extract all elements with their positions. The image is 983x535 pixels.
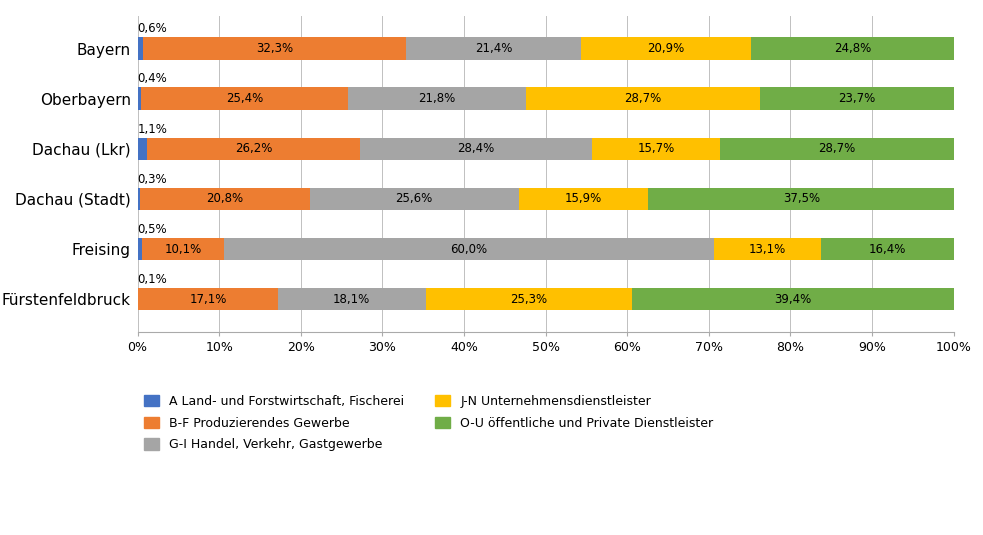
Bar (592, 137, 721, 160)
Text: 0,4%: 0,4% (138, 72, 167, 86)
Bar (138, 188, 140, 210)
Text: 32,3%: 32,3% (256, 42, 293, 55)
Text: 20,8%: 20,8% (206, 193, 244, 205)
Bar (278, 288, 426, 310)
Bar (138, 87, 141, 110)
Bar (519, 188, 649, 210)
Text: 0,5%: 0,5% (138, 223, 167, 236)
Bar (721, 137, 954, 160)
Bar (581, 37, 751, 60)
Text: 25,6%: 25,6% (395, 193, 433, 205)
Text: 60,0%: 60,0% (450, 242, 488, 256)
Text: 21,4%: 21,4% (475, 42, 512, 55)
Bar (406, 37, 581, 60)
Text: 24,8%: 24,8% (834, 42, 871, 55)
Text: 23,7%: 23,7% (838, 92, 876, 105)
Text: 17,1%: 17,1% (190, 293, 227, 305)
Text: 25,3%: 25,3% (510, 293, 548, 305)
Text: 1,1%: 1,1% (138, 123, 167, 135)
Text: 39,4%: 39,4% (775, 293, 811, 305)
Bar (348, 87, 526, 110)
Text: 0,6%: 0,6% (138, 22, 167, 35)
Text: 28,7%: 28,7% (624, 92, 662, 105)
Bar (426, 288, 632, 310)
Bar (821, 238, 954, 261)
Bar (361, 137, 592, 160)
Bar (139, 288, 278, 310)
Text: 15,9%: 15,9% (565, 193, 603, 205)
Bar (714, 238, 821, 261)
Bar (526, 87, 760, 110)
Text: 21,8%: 21,8% (419, 92, 456, 105)
Bar (142, 238, 224, 261)
Bar (138, 37, 143, 60)
Bar (143, 37, 406, 60)
Text: 37,5%: 37,5% (782, 193, 820, 205)
Bar (751, 37, 954, 60)
Text: 0,1%: 0,1% (138, 273, 167, 286)
Text: 28,7%: 28,7% (819, 142, 856, 155)
Bar (224, 238, 714, 261)
Bar (138, 137, 146, 160)
Text: 16,4%: 16,4% (869, 242, 906, 256)
Text: 28,4%: 28,4% (458, 142, 494, 155)
Bar (760, 87, 954, 110)
Text: 18,1%: 18,1% (333, 293, 371, 305)
Bar (138, 238, 142, 261)
Text: 0,3%: 0,3% (138, 173, 167, 186)
Legend: A Land- und Forstwirtschaft, Fischerei, B-F Produzierendes Gewerbe, G-I Handel, : A Land- und Forstwirtschaft, Fischerei, … (144, 395, 714, 451)
Text: 10,1%: 10,1% (164, 242, 202, 256)
Bar (140, 188, 310, 210)
Text: 25,4%: 25,4% (226, 92, 263, 105)
Text: 26,2%: 26,2% (235, 142, 272, 155)
Bar (141, 87, 348, 110)
Bar (310, 188, 519, 210)
Bar (146, 137, 361, 160)
Text: 13,1%: 13,1% (748, 242, 785, 256)
Bar (649, 188, 954, 210)
Bar (632, 288, 954, 310)
Text: 15,7%: 15,7% (638, 142, 674, 155)
Text: 20,9%: 20,9% (647, 42, 684, 55)
